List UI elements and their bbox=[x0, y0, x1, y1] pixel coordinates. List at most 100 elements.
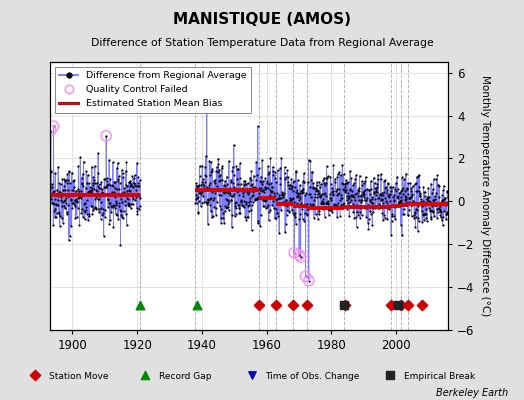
Point bbox=[93, 188, 101, 194]
Point bbox=[230, 142, 238, 148]
Point bbox=[246, 174, 254, 181]
Point bbox=[343, 190, 352, 197]
Point bbox=[259, 197, 267, 203]
Point bbox=[279, 199, 288, 206]
Point bbox=[408, 202, 417, 208]
Point bbox=[354, 212, 363, 218]
Text: Difference of Station Temperature Data from Regional Average: Difference of Station Temperature Data f… bbox=[91, 38, 433, 48]
Point bbox=[293, 187, 301, 193]
Point bbox=[412, 214, 420, 220]
Point bbox=[259, 203, 267, 209]
Point bbox=[384, 205, 392, 211]
Point bbox=[294, 193, 303, 200]
Point bbox=[420, 189, 428, 196]
Point bbox=[262, 185, 270, 191]
Point bbox=[256, 222, 264, 229]
Point bbox=[363, 186, 372, 192]
Y-axis label: Monthly Temperature Anomaly Difference (°C): Monthly Temperature Anomaly Difference (… bbox=[480, 75, 490, 317]
Point bbox=[119, 174, 127, 181]
Point bbox=[432, 190, 440, 196]
Point bbox=[319, 177, 327, 183]
Point bbox=[210, 187, 218, 193]
Point bbox=[220, 188, 228, 195]
Point bbox=[126, 188, 134, 194]
Point bbox=[246, 195, 254, 202]
Point bbox=[251, 184, 259, 190]
Point bbox=[115, 203, 123, 210]
Point bbox=[373, 189, 381, 195]
Point bbox=[74, 163, 83, 170]
Point bbox=[324, 200, 332, 206]
Point bbox=[265, 216, 273, 223]
Point bbox=[423, 217, 431, 224]
Point bbox=[320, 200, 328, 206]
Point bbox=[74, 186, 82, 192]
Point bbox=[284, 174, 292, 180]
Point bbox=[443, 189, 452, 196]
Point bbox=[227, 193, 236, 199]
Point bbox=[352, 202, 360, 209]
Point bbox=[344, 200, 352, 206]
Point bbox=[264, 184, 272, 191]
Point bbox=[330, 203, 338, 209]
Point bbox=[58, 203, 66, 210]
Point bbox=[354, 192, 362, 199]
Point bbox=[368, 222, 376, 228]
Point bbox=[53, 202, 61, 208]
Point bbox=[108, 192, 116, 198]
Point bbox=[245, 202, 254, 209]
Point bbox=[352, 223, 361, 230]
Point bbox=[391, 216, 399, 222]
Point bbox=[356, 209, 364, 216]
Point bbox=[414, 173, 422, 180]
Point bbox=[47, 168, 56, 174]
Point bbox=[320, 180, 329, 186]
Point bbox=[313, 216, 322, 222]
Point bbox=[118, 170, 127, 176]
Point bbox=[430, 213, 438, 220]
Point bbox=[192, 180, 200, 186]
Point bbox=[371, 196, 379, 202]
Point bbox=[100, 176, 108, 182]
Point bbox=[281, 229, 289, 236]
Point bbox=[61, 205, 69, 212]
Point bbox=[335, 197, 344, 203]
Point bbox=[97, 211, 106, 218]
Point bbox=[274, 167, 282, 174]
Point bbox=[238, 190, 247, 196]
Point bbox=[62, 209, 71, 216]
Point bbox=[263, 204, 271, 210]
Point bbox=[303, 212, 311, 218]
Point bbox=[328, 185, 336, 192]
Point bbox=[431, 202, 440, 208]
Point bbox=[75, 193, 83, 200]
Point bbox=[78, 180, 86, 187]
Point bbox=[205, 158, 213, 164]
Point bbox=[134, 182, 143, 189]
Point bbox=[75, 188, 83, 194]
Point bbox=[233, 188, 242, 194]
Point bbox=[72, 214, 81, 220]
Point bbox=[432, 206, 441, 213]
Point bbox=[215, 172, 223, 179]
Point bbox=[131, 197, 139, 203]
Point bbox=[247, 182, 255, 188]
Point bbox=[334, 191, 343, 197]
Point bbox=[395, 200, 403, 207]
Point bbox=[382, 198, 390, 204]
Point bbox=[351, 196, 359, 203]
Point bbox=[65, 168, 73, 175]
Point bbox=[212, 168, 221, 174]
Point bbox=[212, 205, 220, 212]
Point bbox=[127, 201, 135, 207]
Point bbox=[309, 201, 317, 207]
Point bbox=[248, 181, 256, 188]
Point bbox=[123, 194, 131, 201]
Point bbox=[367, 196, 376, 202]
Point bbox=[355, 185, 363, 191]
Point bbox=[101, 214, 109, 220]
Point bbox=[374, 205, 383, 212]
Point bbox=[47, 128, 55, 134]
Point bbox=[370, 185, 379, 192]
Point bbox=[366, 197, 374, 203]
